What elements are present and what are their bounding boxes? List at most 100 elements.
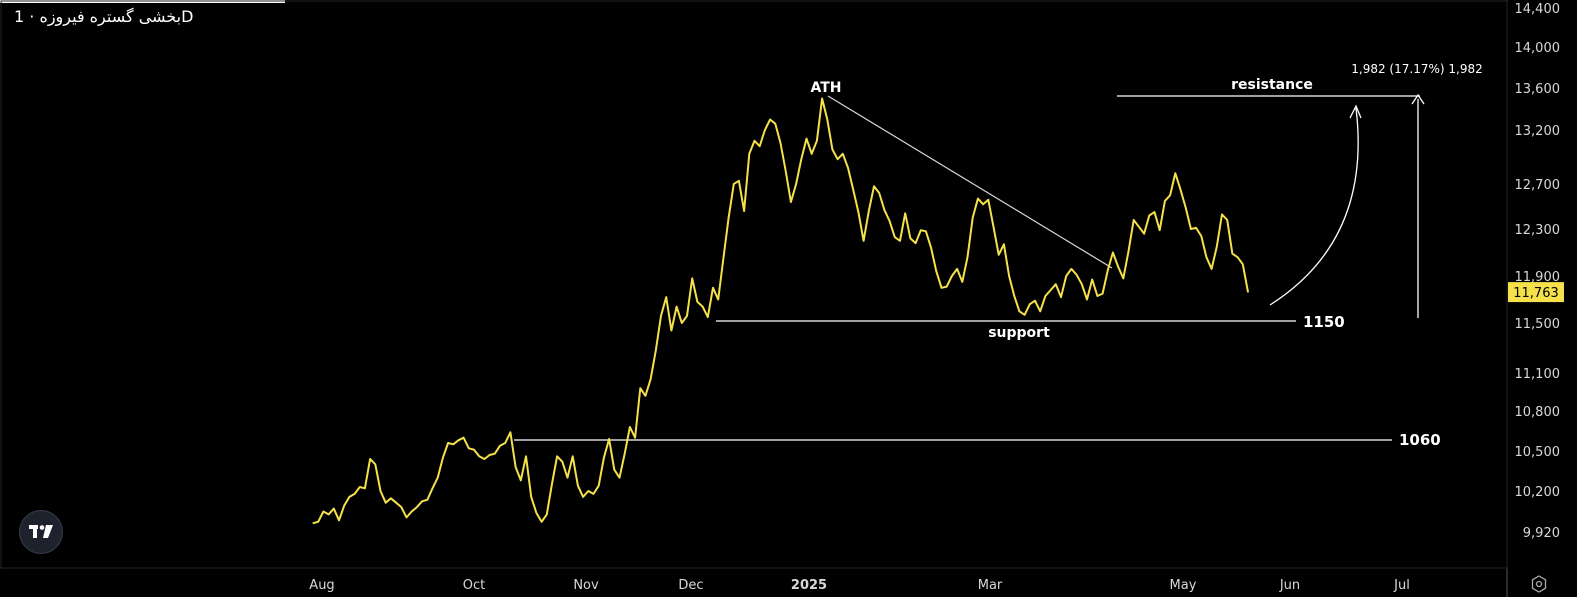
price-point [608, 438, 610, 440]
price-point [982, 203, 984, 205]
price-point [348, 496, 350, 498]
price-point [312, 522, 314, 524]
support-label: support [988, 325, 1050, 341]
descending-trendline[interactable] [827, 95, 1113, 269]
price-point [857, 211, 860, 213]
price-point [992, 226, 995, 228]
price-point [551, 483, 553, 485]
price-point [592, 493, 595, 495]
price-point [374, 463, 376, 465]
price-point [468, 447, 470, 449]
price-point [499, 445, 501, 447]
price-point [463, 437, 465, 439]
x-tick-label: Aug [309, 578, 334, 593]
price-point [572, 455, 574, 457]
price-point [328, 513, 330, 516]
price-point [369, 458, 371, 460]
y-tick-label: 10,500 [1515, 445, 1561, 460]
price-point [603, 457, 605, 459]
price-point [525, 455, 527, 457]
price-point [1174, 172, 1176, 174]
price-point [660, 315, 662, 317]
price-series-line[interactable] [312, 97, 1249, 525]
y-tick-label: 11,500 [1515, 317, 1561, 332]
price-point [837, 158, 839, 160]
price-point [509, 431, 511, 433]
y-tick-label: 11,900 [1515, 270, 1561, 285]
x-tick-label: 2025 [791, 578, 827, 593]
price-point [795, 183, 797, 185]
price-point [1179, 189, 1182, 191]
price-point [686, 315, 688, 317]
price-point [1013, 295, 1015, 297]
price-point [613, 469, 615, 471]
price-point [868, 210, 870, 212]
price-point [915, 242, 917, 244]
price-point [390, 497, 392, 499]
price-point [359, 486, 361, 488]
price-point [702, 306, 704, 308]
price-point [364, 487, 366, 489]
price-point [852, 189, 854, 191]
price-point [416, 506, 418, 508]
measure-label: 1,982 (17.17%) 1,982 [1351, 62, 1482, 76]
price-point [790, 201, 792, 203]
price-point [998, 254, 1000, 256]
measure-arrow-head [1411, 93, 1425, 105]
price-point [1211, 268, 1213, 270]
price-point [779, 142, 782, 144]
price-point [811, 153, 813, 155]
price-point [556, 455, 558, 457]
y-tick-label: 10,800 [1515, 405, 1561, 420]
price-point [717, 298, 719, 301]
price-point [681, 322, 683, 324]
price-point [951, 275, 953, 277]
y-tick-label: 12,700 [1515, 178, 1561, 193]
y-tick-label: 10,200 [1515, 485, 1561, 500]
price-point [587, 490, 589, 492]
x-tick-label: Nov [573, 578, 599, 593]
price-point [322, 510, 324, 513]
x-axis-ticks: Aug Oct Nov Dec 2025 Mar May Jun Jul [309, 578, 1410, 593]
y-axis-ticks: 14,400 14,000 13,600 13,200 12,700 12,300 11,9… [1515, 2, 1561, 541]
price-point [805, 138, 808, 140]
last-price-value: 11,763 [1513, 286, 1559, 301]
price-point [634, 437, 636, 439]
price-point [442, 457, 444, 459]
x-tick-label: Mar [978, 578, 1003, 593]
price-point [1153, 211, 1156, 213]
price-point [457, 439, 459, 441]
price-point [878, 192, 880, 194]
price-point [769, 118, 771, 121]
price-point [1086, 298, 1088, 301]
price-point [816, 140, 818, 142]
price-point [764, 129, 766, 131]
price-point [863, 240, 865, 242]
price-point [546, 513, 548, 516]
price-point [655, 349, 657, 352]
ath-label: ATH [810, 80, 841, 96]
price-point [1226, 219, 1228, 221]
price-point [1050, 289, 1052, 291]
price-point [504, 442, 506, 444]
projection-curve-arrow[interactable] [1269, 107, 1359, 306]
price-point [873, 185, 875, 187]
settings-gear-icon[interactable] [1530, 575, 1548, 593]
price-point [566, 477, 569, 479]
price-point [670, 329, 673, 332]
price-point [426, 499, 428, 501]
price-point [800, 158, 802, 160]
price-point [1096, 295, 1098, 297]
price-point [1024, 314, 1026, 316]
resistance-label: resistance [1231, 77, 1313, 93]
price-point [925, 230, 927, 232]
price-point [831, 148, 834, 150]
price-point [909, 237, 912, 239]
price-point [618, 477, 621, 479]
tradingview-logo[interactable] [19, 510, 63, 554]
price-point [598, 485, 600, 487]
price-point [753, 140, 756, 142]
price-point [1081, 283, 1083, 285]
price-point [1231, 253, 1233, 255]
